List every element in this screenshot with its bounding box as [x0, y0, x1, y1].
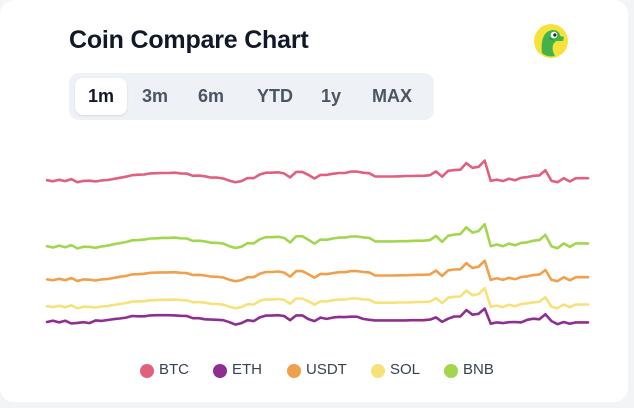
tab-1y[interactable]: 1y	[320, 86, 342, 106]
legend-marker-sol	[371, 364, 385, 378]
legend-marker-eth	[213, 364, 227, 378]
tab-1m[interactable]: 1m	[75, 78, 127, 115]
legend-marker-btc	[140, 364, 154, 378]
legend-label-usdt: USDT	[306, 361, 347, 378]
legend-label-btc: BTC	[159, 361, 189, 378]
legend-marker-bnb	[444, 364, 458, 378]
legend-marker-usdt	[287, 364, 301, 378]
series-line-btc	[45, 159, 590, 184]
tab-max[interactable]: MAX	[372, 86, 412, 106]
legend-label-bnb: BNB	[463, 361, 494, 378]
time-range-tabs: 1m 3m 6m YTD 1y MAX	[69, 73, 434, 120]
tab-3m[interactable]: 3m	[141, 86, 168, 106]
legend-label-eth: ETH	[232, 361, 262, 378]
series-line-eth	[45, 307, 590, 326]
coingecko-gecko-icon	[534, 24, 568, 58]
chart-legend: BTC ETH USDT SOL BNB	[0, 359, 634, 383]
coin-compare-card: Coin Compare Chart 1m 3m 6m YTD 1y MAX B…	[0, 0, 628, 402]
tab-ytd[interactable]: YTD	[257, 86, 293, 106]
series-line-bnb	[45, 222, 590, 250]
chart-title: Coin Compare Chart	[69, 26, 309, 54]
price-comparison-chart	[45, 159, 590, 326]
series-line-usdt	[45, 259, 590, 283]
tab-6m[interactable]: 6m	[197, 86, 224, 106]
series-line-sol	[45, 286, 590, 310]
legend-label-sol: SOL	[390, 361, 421, 378]
